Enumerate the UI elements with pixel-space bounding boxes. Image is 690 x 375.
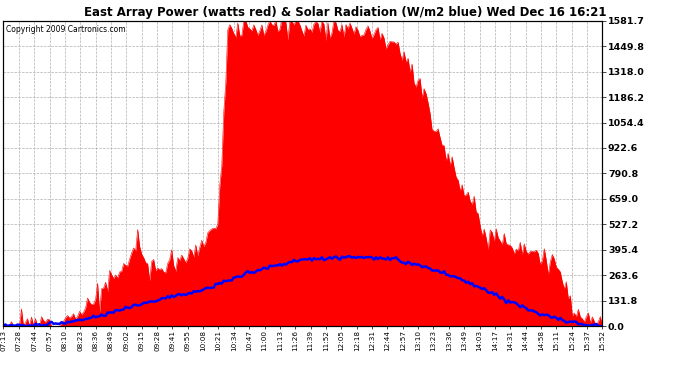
Text: Copyright 2009 Cartronics.com: Copyright 2009 Cartronics.com	[6, 25, 126, 34]
Text: East Array Power (watts red) & Solar Radiation (W/m2 blue) Wed Dec 16 16:21: East Array Power (watts red) & Solar Rad…	[83, 6, 607, 19]
